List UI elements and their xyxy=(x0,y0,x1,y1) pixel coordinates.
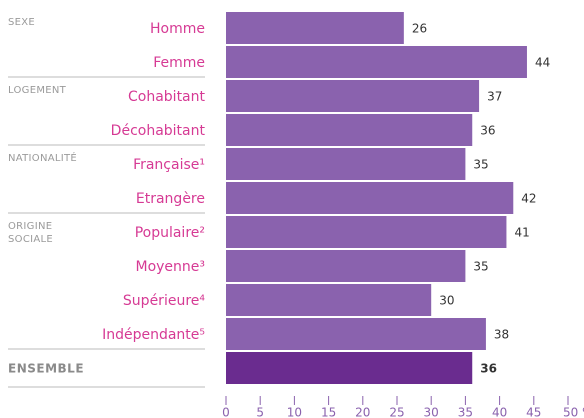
x-tick-label: 15 xyxy=(321,406,336,418)
x-tick-label: 25 xyxy=(389,406,404,418)
x-tick-label: 0 xyxy=(222,406,230,418)
x-tick-label: 30 xyxy=(424,406,439,418)
bar xyxy=(226,250,466,282)
group-label: SEXE xyxy=(8,17,36,28)
value-label: 36 xyxy=(480,124,495,138)
category-label: Supérieure⁴ xyxy=(123,293,205,309)
bar xyxy=(226,182,514,214)
category-label: Femme xyxy=(153,55,205,71)
x-tick-label: 50 % xyxy=(563,406,584,418)
group-label: LOGEMENT xyxy=(8,85,67,96)
value-label: 35 xyxy=(473,158,488,172)
x-tick-label: 5 xyxy=(256,406,264,418)
total-label: ENSEMBLE xyxy=(8,362,84,376)
value-label: 42 xyxy=(521,192,536,206)
x-tick-label: 45 xyxy=(526,406,541,418)
value-label: 35 xyxy=(473,260,488,274)
bar xyxy=(226,12,404,44)
bar xyxy=(226,352,473,384)
category-label: Française¹ xyxy=(133,157,205,173)
value-label: 38 xyxy=(494,328,509,342)
category-label: Moyenne³ xyxy=(135,259,205,275)
bar xyxy=(226,80,480,112)
bar xyxy=(226,148,466,180)
group-label: ORIGINE SOCIALE xyxy=(8,221,53,245)
bar xyxy=(226,318,486,350)
x-tick-label: 20 xyxy=(355,406,370,418)
value-label: 36 xyxy=(480,362,497,376)
category-label: Etrangère xyxy=(136,191,205,207)
bar xyxy=(226,216,507,248)
category-label: Décohabitant xyxy=(111,123,206,139)
x-tick-label: 10 xyxy=(287,406,302,418)
bar xyxy=(226,284,432,316)
value-label: 30 xyxy=(439,294,454,308)
value-label: 41 xyxy=(514,226,529,240)
category-label: Homme xyxy=(150,21,205,37)
value-label: 44 xyxy=(535,56,550,70)
bar xyxy=(226,46,527,78)
category-label: Cohabitant xyxy=(128,89,206,105)
x-tick-label: 35 xyxy=(458,406,473,418)
x-tick-label: 40 xyxy=(492,406,507,418)
value-label: 37 xyxy=(487,90,502,104)
bar xyxy=(226,114,473,146)
group-label: NATIONALITÉ xyxy=(8,153,78,164)
category-label: Populaire² xyxy=(135,225,205,241)
value-label: 26 xyxy=(412,22,427,36)
category-label: Indépendante⁵ xyxy=(102,327,205,343)
